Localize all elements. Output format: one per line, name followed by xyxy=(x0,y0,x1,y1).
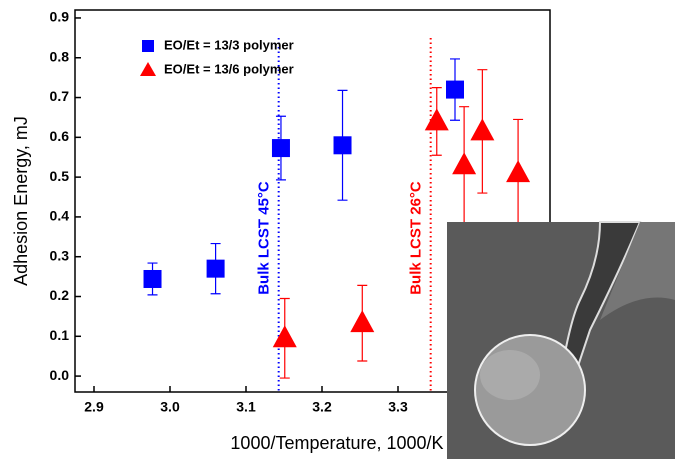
y-tick-label: 0.1 xyxy=(50,327,70,343)
point xyxy=(452,152,477,175)
point xyxy=(446,80,464,99)
inset-cantilever xyxy=(600,222,675,320)
x-tick-label: 2.9 xyxy=(84,399,104,415)
point xyxy=(271,139,290,158)
y-tick-label: 0.0 xyxy=(50,367,70,383)
legend-marker xyxy=(142,40,154,52)
reference-label: Bulk LCST 45°C xyxy=(256,181,273,295)
plot-frame xyxy=(74,9,551,393)
legend-label: EO/Et = 13/3 polymer xyxy=(164,37,294,52)
y-axis-label: Adhesion Energy, mJ xyxy=(11,116,31,286)
inset-image xyxy=(447,221,675,459)
point xyxy=(350,310,375,333)
point xyxy=(506,160,531,183)
point xyxy=(206,259,225,278)
point xyxy=(470,118,495,141)
y-tick-label: 0.6 xyxy=(50,128,70,144)
y-tick-label: 0.4 xyxy=(50,208,70,224)
point xyxy=(424,108,449,131)
x-axis-label: 1000/Temperature, 1000/K xyxy=(230,433,443,453)
point xyxy=(272,325,297,348)
y-tick-label: 0.3 xyxy=(50,247,70,263)
y-tick-label: 0.5 xyxy=(50,168,70,184)
point xyxy=(333,136,352,155)
x-tick-label: 3.3 xyxy=(388,399,408,415)
x-tick-label: 3.2 xyxy=(312,399,332,415)
inset-highlight xyxy=(480,350,540,400)
reference-label: Bulk LCST 26°C xyxy=(408,181,425,295)
y-tick-label: 0.2 xyxy=(50,287,70,303)
legend-label: EO/Et = 13/6 polymer xyxy=(164,61,294,76)
y-tick-label: 0.7 xyxy=(50,88,70,104)
y-tick-label: 0.8 xyxy=(50,48,70,64)
x-tick-label: 3.1 xyxy=(236,399,256,415)
y-tick-label: 0.9 xyxy=(50,9,70,25)
x-tick-label: 3.0 xyxy=(160,399,180,415)
legend-marker xyxy=(140,62,156,76)
point xyxy=(143,269,162,288)
